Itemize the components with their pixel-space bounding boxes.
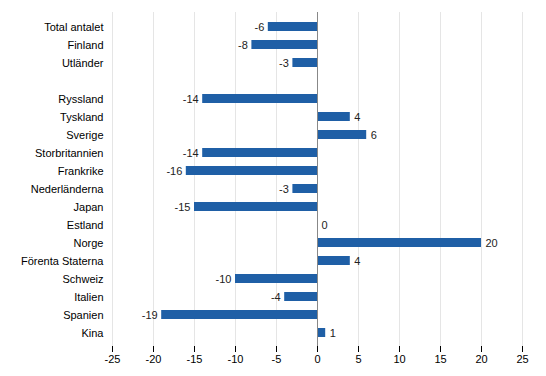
svg-text:20: 20 (486, 237, 498, 249)
svg-text:-6: -6 (255, 21, 265, 33)
svg-text:15: 15 (434, 353, 446, 365)
svg-text:-3: -3 (279, 57, 289, 69)
svg-text:Frankrike: Frankrike (58, 165, 104, 177)
svg-text:Ryssland: Ryssland (58, 93, 103, 105)
svg-text:25: 25 (516, 353, 528, 365)
svg-text:10: 10 (393, 353, 405, 365)
svg-text:20: 20 (475, 353, 487, 365)
svg-text:-8: -8 (238, 39, 248, 51)
svg-text:Italien: Italien (74, 291, 103, 303)
svg-text:Spanien: Spanien (63, 309, 103, 321)
svg-text:Japan: Japan (74, 201, 104, 213)
svg-text:4: 4 (354, 111, 360, 123)
svg-text:Nederländerna: Nederländerna (31, 183, 105, 195)
svg-text:Tyskland: Tyskland (60, 111, 103, 123)
svg-text:-14: -14 (183, 147, 199, 159)
svg-text:-4: -4 (271, 291, 281, 303)
svg-text:Finland: Finland (67, 39, 103, 51)
svg-text:6: 6 (371, 129, 377, 141)
svg-text:-15: -15 (175, 201, 191, 213)
svg-text:1: 1 (330, 327, 336, 339)
svg-text:Utländer: Utländer (62, 57, 104, 69)
svg-text:Storbritannien: Storbritannien (35, 147, 104, 159)
svg-text:-10: -10 (228, 353, 244, 365)
svg-text:5: 5 (355, 353, 361, 365)
svg-text:-14: -14 (183, 93, 199, 105)
svg-text:-5: -5 (272, 353, 282, 365)
svg-text:-25: -25 (105, 353, 121, 365)
svg-text:-10: -10 (216, 273, 232, 285)
svg-text:Estland: Estland (67, 219, 104, 231)
svg-text:Schweiz: Schweiz (63, 273, 104, 285)
svg-text:Total antalet: Total antalet (44, 21, 103, 33)
svg-text:-3: -3 (279, 183, 289, 195)
svg-text:0: 0 (314, 353, 320, 365)
svg-text:-20: -20 (146, 353, 162, 365)
svg-text:Sverige: Sverige (66, 129, 103, 141)
svg-text:Kina: Kina (81, 327, 104, 339)
svg-text:Förenta Staterna: Förenta Staterna (21, 255, 104, 267)
svg-text:-15: -15 (187, 353, 203, 365)
svg-text:0: 0 (322, 219, 328, 231)
svg-text:-16: -16 (166, 165, 182, 177)
svg-text:-19: -19 (142, 309, 158, 321)
svg-text:4: 4 (354, 255, 360, 267)
svg-text:Norge: Norge (74, 237, 104, 249)
